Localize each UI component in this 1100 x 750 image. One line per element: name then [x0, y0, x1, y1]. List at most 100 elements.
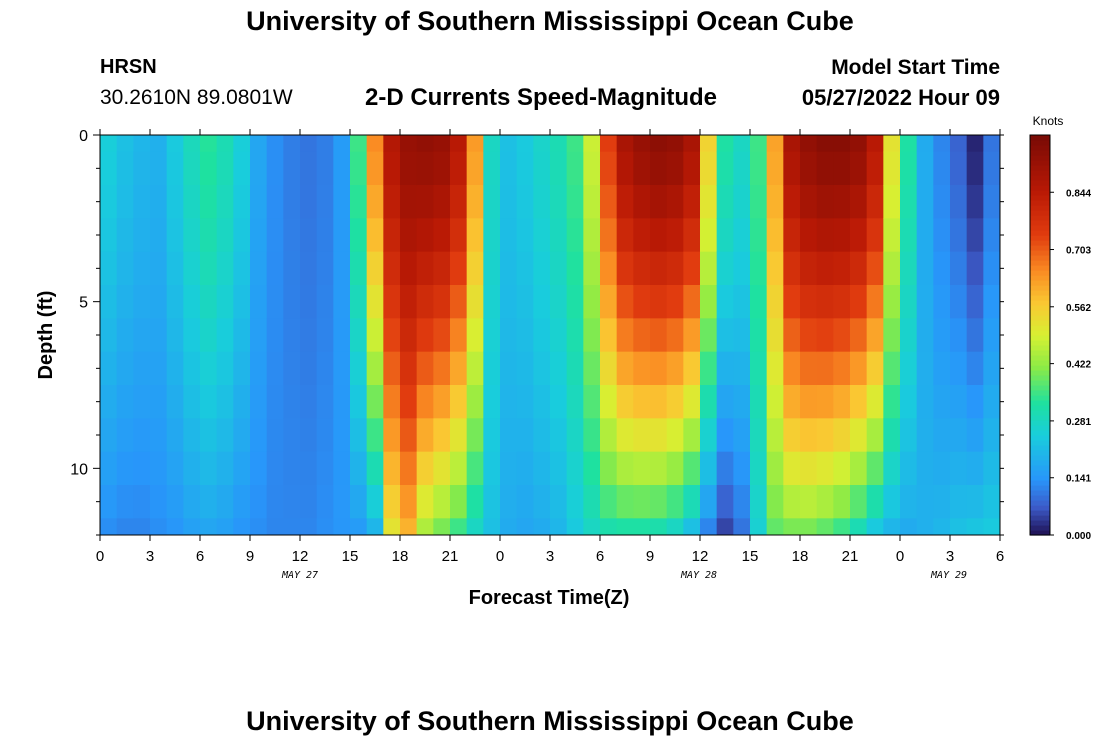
x-tick-label: 12 — [692, 548, 709, 565]
heatmap-cell — [183, 151, 201, 186]
heatmap-cell — [700, 385, 718, 419]
heatmap-cell — [233, 351, 251, 386]
heatmap-cell — [966, 151, 984, 186]
heatmap-cell — [600, 351, 618, 386]
colorbar-segment — [1030, 295, 1050, 301]
colorbar-segment — [1030, 320, 1050, 326]
heatmap-cell — [366, 285, 384, 319]
heatmap-cell — [866, 351, 884, 386]
colorbar-segment — [1030, 285, 1050, 291]
colorbar-segment — [1030, 500, 1050, 506]
heatmap-cell — [750, 518, 768, 536]
heatmap-cell — [850, 151, 868, 186]
heatmap-cell — [783, 385, 801, 419]
heatmap-cell — [300, 485, 318, 519]
heatmap-cell — [583, 451, 601, 486]
heatmap-cell — [866, 218, 884, 253]
heatmap-cell — [616, 351, 634, 386]
heatmap-cell — [316, 351, 334, 386]
heatmap-cell — [466, 151, 484, 186]
heatmap-cell — [766, 251, 784, 286]
heatmap-cell — [533, 185, 551, 219]
heatmap-cell — [583, 185, 601, 219]
heatmap-cell — [983, 485, 1001, 519]
heatmap-cell — [866, 318, 884, 353]
heatmap-cell — [433, 451, 451, 486]
heatmap-cell — [833, 418, 851, 453]
heatmap-cell — [550, 185, 568, 219]
heatmap-cell — [100, 218, 118, 253]
heatmap-cell — [700, 151, 718, 186]
heatmap-cell — [550, 485, 568, 519]
heatmap-cell — [583, 385, 601, 419]
heatmap-cell — [333, 485, 351, 519]
heatmap-cell — [683, 135, 701, 153]
heatmap-cell — [416, 451, 434, 486]
heatmap-cell — [300, 251, 318, 286]
heatmap-cell — [950, 418, 968, 453]
heatmap-cell — [900, 318, 918, 353]
heatmap-cell — [400, 135, 418, 153]
heatmap-cell — [516, 385, 534, 419]
heatmap-cell — [500, 285, 518, 319]
heatmap-cell — [383, 351, 401, 386]
heatmap-cell — [233, 385, 251, 419]
heatmap-cell — [750, 151, 768, 186]
heatmap-cell — [616, 218, 634, 253]
heatmap-cell — [383, 285, 401, 319]
heatmap-cell — [716, 151, 734, 186]
heatmap-cell — [916, 318, 934, 353]
heatmap-cell — [333, 351, 351, 386]
heatmap-cell — [350, 218, 368, 253]
heatmap-cell — [866, 418, 884, 453]
heatmap-cell — [283, 151, 301, 186]
colorbar-label: Knots — [1033, 114, 1064, 128]
colorbar-segment — [1030, 315, 1050, 321]
heatmap-cell — [133, 451, 151, 486]
heatmap-cell — [300, 518, 318, 536]
heatmap-cell — [550, 135, 568, 153]
heatmap-cell — [533, 485, 551, 519]
heatmap-cell — [300, 351, 318, 386]
heatmap-cell — [250, 518, 268, 536]
colorbar-segment — [1030, 300, 1050, 306]
heatmap-cell — [600, 135, 618, 153]
heatmap-cell — [833, 485, 851, 519]
heatmap-cell — [483, 385, 501, 419]
heatmap-cell — [266, 318, 284, 353]
heatmap-cell — [333, 385, 351, 419]
heatmap-cell — [200, 418, 218, 453]
heatmap-cell — [383, 135, 401, 153]
heatmap-cell — [700, 285, 718, 319]
colorbar-segment — [1030, 525, 1050, 531]
heatmap-cell — [350, 451, 368, 486]
heatmap-cell — [366, 251, 384, 286]
colorbar-tick-label: 0.844 — [1066, 188, 1091, 199]
heatmap-cell — [116, 218, 134, 253]
heatmap-cell — [233, 151, 251, 186]
heatmap-cell — [100, 285, 118, 319]
heatmap-cell — [166, 518, 184, 536]
heatmap-cell — [800, 351, 818, 386]
heatmap-cell — [916, 251, 934, 286]
heatmap-cell — [750, 385, 768, 419]
heatmap-cell — [500, 485, 518, 519]
heatmap-cell — [966, 318, 984, 353]
colorbar-segment — [1030, 495, 1050, 501]
colorbar-segment — [1030, 225, 1050, 231]
heatmap-cell — [450, 451, 468, 486]
heatmap-cell — [700, 318, 718, 353]
heatmap-cell — [766, 318, 784, 353]
heatmap-cell — [633, 385, 651, 419]
heatmap-cell — [816, 518, 834, 536]
heatmap-cell — [233, 318, 251, 353]
heatmap-cell — [283, 451, 301, 486]
x-tick-label: 3 — [546, 548, 554, 565]
colorbar-segment — [1030, 480, 1050, 486]
heatmap-cell — [833, 251, 851, 286]
heatmap-cell — [366, 518, 384, 536]
heatmap-cell — [900, 151, 918, 186]
heatmap-cell — [816, 218, 834, 253]
heatmap-cell — [816, 418, 834, 453]
heatmap-cells — [100, 135, 1001, 536]
